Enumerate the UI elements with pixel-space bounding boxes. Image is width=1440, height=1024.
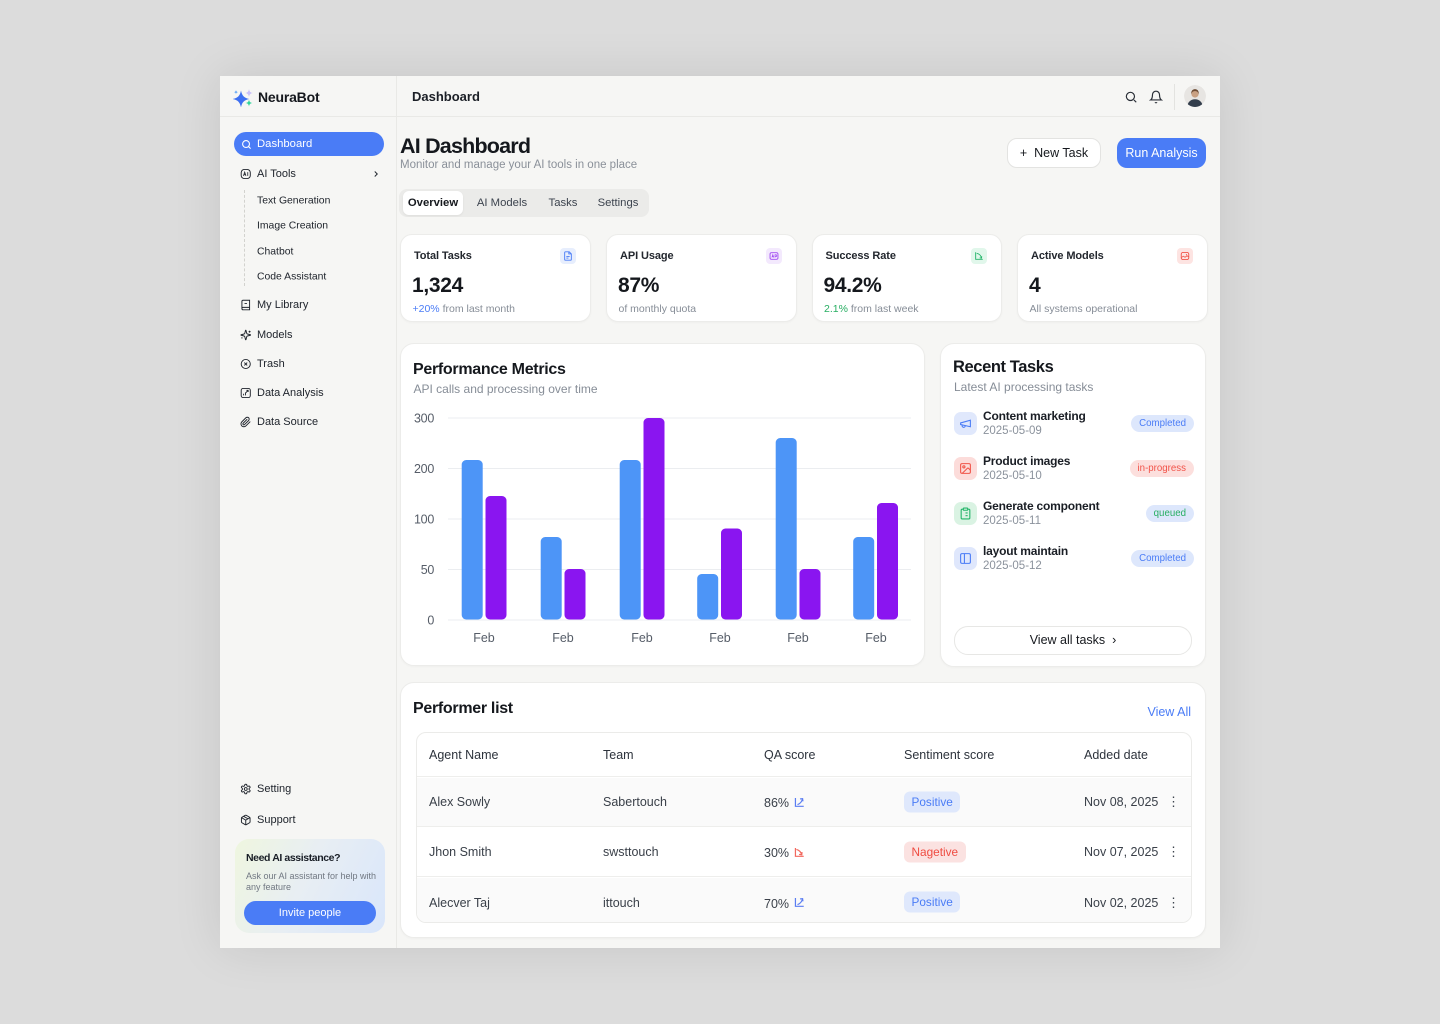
svg-text:50: 50 [421,563,435,577]
svg-text:Feb: Feb [631,631,653,645]
svg-text:Feb: Feb [709,631,731,645]
svg-text:Feb: Feb [473,631,495,645]
svg-text:100: 100 [414,513,434,527]
svg-text:Feb: Feb [865,631,887,645]
svg-text:Feb: Feb [787,631,809,645]
svg-text:200: 200 [414,462,434,476]
svg-text:300: 300 [414,412,434,426]
svg-text:0: 0 [427,614,434,628]
svg-text:Feb: Feb [552,631,574,645]
